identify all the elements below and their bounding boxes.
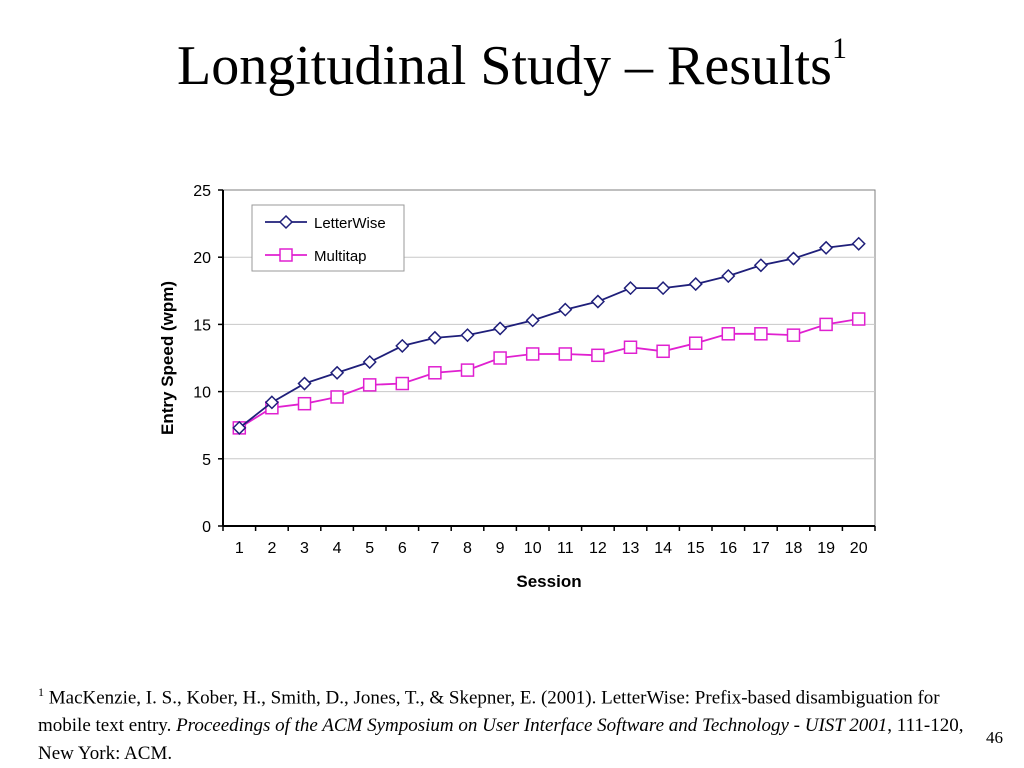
footnote-marker: 1 — [38, 685, 44, 699]
y-tick-label: 25 — [193, 183, 211, 200]
data-point — [851, 236, 866, 251]
y-tick-label: 15 — [193, 317, 211, 334]
x-tick-label: 16 — [719, 540, 737, 557]
footnote-authors: MacKenzie, I. S., Kober, H., Smith, D., … — [38, 687, 940, 737]
data-point — [428, 366, 442, 380]
x-tick-label: 2 — [267, 540, 276, 557]
slide-title-text: Longitudinal Study – Results — [177, 35, 832, 97]
data-point — [278, 214, 294, 230]
data-point — [688, 277, 703, 292]
data-point — [297, 376, 312, 391]
y-tick-label: 5 — [202, 452, 211, 469]
x-tick-label: 7 — [430, 540, 439, 557]
x-tick-label: 1 — [235, 540, 244, 557]
data-point — [279, 248, 293, 262]
data-point — [427, 330, 442, 345]
data-point — [851, 312, 866, 326]
data-point — [525, 313, 540, 328]
data-point — [460, 328, 475, 343]
y-tick-label: 0 — [202, 519, 211, 536]
data-point — [819, 240, 834, 255]
x-tick-label: 20 — [850, 540, 868, 557]
series-line — [238, 242, 859, 429]
x-tick-label: 10 — [524, 540, 542, 557]
x-tick-label: 4 — [333, 540, 342, 557]
footnote-details: , 111-120, New York: ACM. — [38, 715, 964, 765]
data-point — [558, 347, 573, 361]
legend-box — [251, 204, 405, 272]
x-tick-label: 9 — [496, 540, 505, 557]
data-point — [558, 302, 573, 317]
data-point — [362, 378, 377, 392]
data-point — [362, 354, 377, 370]
x-tick-label: 14 — [654, 540, 672, 557]
x-tick-label: 18 — [785, 540, 803, 557]
data-point — [656, 281, 671, 296]
footnote: 1 MacKenzie, I. S., Kober, H., Smith, D.… — [38, 678, 978, 768]
footnote-venue: Proceedings of the ACM Symposium on User… — [176, 715, 888, 737]
x-tick-label: 19 — [817, 540, 835, 557]
x-tick-label: 11 — [557, 540, 574, 557]
data-point — [264, 395, 279, 410]
x-tick-label: 13 — [622, 540, 640, 557]
data-point — [819, 317, 833, 332]
x-tick-label: 15 — [687, 540, 705, 557]
x-tick-label: 12 — [589, 540, 607, 557]
data-point — [591, 348, 605, 363]
x-axis-title: Session — [516, 572, 581, 591]
data-point — [493, 351, 507, 365]
data-point — [330, 390, 344, 404]
data-point — [753, 258, 768, 273]
legend-label: Multitap — [314, 248, 367, 265]
data-point — [623, 340, 638, 354]
data-point — [590, 294, 605, 309]
x-tick-label: 8 — [463, 540, 472, 557]
data-point — [623, 281, 638, 296]
y-tick-label: 20 — [193, 250, 211, 267]
slide-title: Longitudinal Study – Results1 — [0, 34, 1024, 97]
data-point — [786, 328, 801, 342]
x-tick-label: 5 — [365, 540, 374, 557]
data-point — [688, 336, 703, 350]
title-footnote-marker: 1 — [831, 32, 847, 65]
data-point — [525, 347, 540, 361]
x-tick-label: 17 — [752, 540, 770, 557]
data-point — [232, 420, 247, 435]
page-number: 46 — [986, 728, 1003, 747]
data-point — [493, 321, 508, 336]
legend-label: LetterWise — [314, 215, 386, 232]
data-point — [656, 344, 670, 359]
data-point — [395, 376, 410, 391]
data-point — [395, 338, 410, 353]
x-tick-label: 6 — [398, 540, 407, 557]
data-point — [754, 327, 768, 341]
data-point — [721, 268, 736, 284]
data-point — [460, 363, 475, 377]
x-tick-label: 3 — [300, 540, 309, 557]
y-tick-label: 10 — [193, 385, 211, 402]
y-axis-title: Entry Speed (wpm) — [158, 281, 177, 435]
data-point — [297, 396, 312, 411]
data-point — [786, 251, 801, 266]
data-point — [330, 365, 345, 380]
data-point — [721, 327, 736, 341]
